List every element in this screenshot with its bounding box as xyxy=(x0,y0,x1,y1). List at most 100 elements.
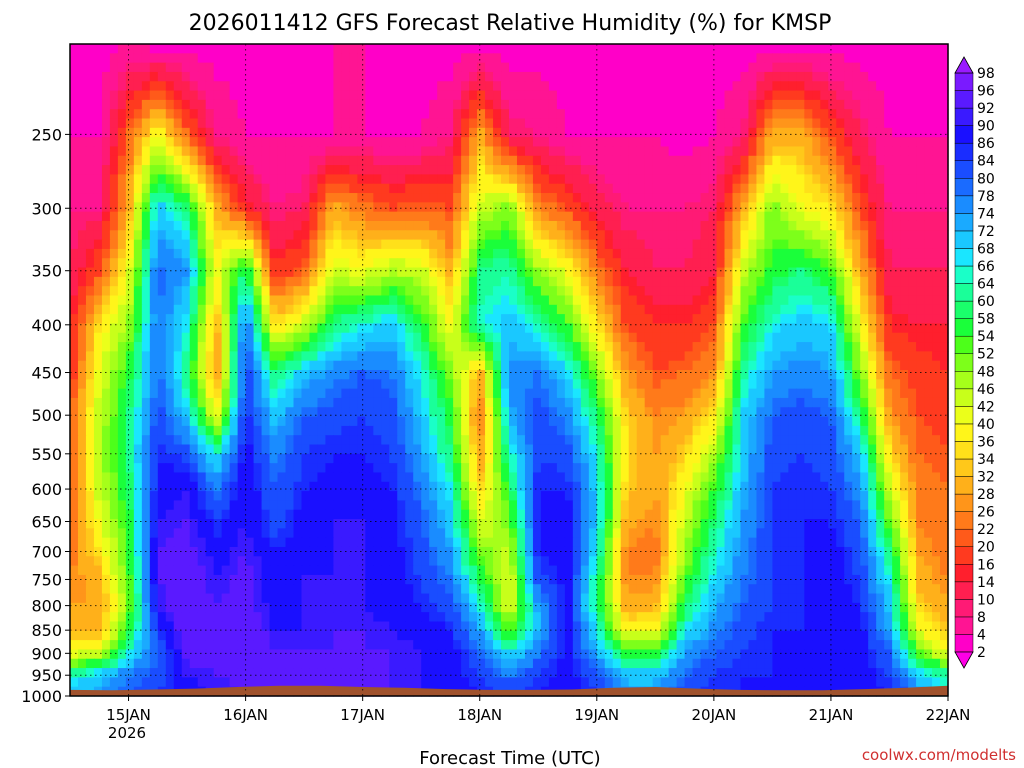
rh-cell xyxy=(676,295,686,306)
rh-cell xyxy=(644,183,654,194)
rh-cell xyxy=(149,351,159,362)
rh-cell xyxy=(572,239,582,250)
rh-cell xyxy=(556,90,566,101)
rh-cell xyxy=(277,342,287,352)
rh-cell xyxy=(293,323,303,334)
rh-cell xyxy=(844,220,853,231)
rh-cell xyxy=(788,137,797,148)
rh-cell xyxy=(900,239,909,250)
rh-cell xyxy=(924,314,933,325)
rh-cell xyxy=(197,174,207,185)
rh-cell xyxy=(181,71,191,82)
rh-cell xyxy=(261,220,271,231)
rh-cell xyxy=(820,127,829,138)
rh-cell xyxy=(532,444,542,455)
rh-cell xyxy=(628,416,638,427)
rh-cell xyxy=(493,444,502,455)
rh-cell xyxy=(724,360,734,371)
rh-cell xyxy=(708,332,718,343)
rh-cell xyxy=(516,435,526,446)
rh-cell xyxy=(564,202,574,213)
rh-cell xyxy=(924,351,933,362)
rh-cell xyxy=(812,453,821,464)
rh-cell xyxy=(868,248,877,259)
rh-cell xyxy=(301,99,311,110)
rh-cell xyxy=(461,276,470,287)
rh-cell xyxy=(612,351,622,362)
rh-cell xyxy=(860,81,869,92)
rh-cell xyxy=(93,295,103,306)
rh-cell xyxy=(437,332,446,343)
rh-cell xyxy=(501,314,510,325)
rh-cell xyxy=(213,323,223,334)
rh-cell xyxy=(277,90,287,101)
rh-cell xyxy=(868,62,877,73)
rh-cell xyxy=(237,211,247,222)
rh-cell xyxy=(405,295,414,306)
rh-cell xyxy=(836,165,845,175)
rh-cell xyxy=(924,90,933,101)
rh-cell xyxy=(548,220,558,231)
rh-cell xyxy=(445,183,454,194)
rh-cell xyxy=(516,193,526,203)
rh-cell xyxy=(540,304,550,315)
rh-cell xyxy=(844,425,853,436)
rh-cell xyxy=(213,193,223,203)
rh-cell xyxy=(724,276,734,287)
rh-cell xyxy=(596,155,606,166)
rh-cell xyxy=(596,220,606,231)
rh-cell xyxy=(932,90,941,101)
rh-cell xyxy=(117,258,127,269)
rh-cell xyxy=(277,360,287,371)
rh-cell xyxy=(852,248,861,259)
rh-cell xyxy=(596,407,606,418)
rh-cell xyxy=(205,379,215,390)
rh-cell xyxy=(269,174,279,185)
rh-cell xyxy=(724,323,734,334)
rh-cell xyxy=(892,332,901,343)
rh-cell xyxy=(764,109,773,120)
rh-cell xyxy=(245,220,255,231)
rh-cell xyxy=(285,304,295,315)
rh-cell xyxy=(828,220,837,231)
rh-cell xyxy=(229,81,239,92)
rh-cell xyxy=(237,323,247,334)
rh-cell xyxy=(70,90,79,101)
rh-cell xyxy=(684,267,694,278)
rh-cell xyxy=(804,183,813,194)
rh-cell xyxy=(93,388,103,399)
rh-cell xyxy=(748,137,758,148)
rh-cell xyxy=(860,99,869,110)
rh-cell xyxy=(421,211,430,222)
rh-cell xyxy=(189,304,199,315)
rh-cell xyxy=(133,463,143,474)
rh-cell xyxy=(101,155,111,166)
rh-cell xyxy=(804,90,813,101)
rh-cell xyxy=(365,323,374,334)
rh-cell xyxy=(157,444,167,455)
rh-cell xyxy=(181,295,191,306)
rh-cell xyxy=(604,81,614,92)
rh-cell xyxy=(844,53,853,64)
rh-cell xyxy=(876,53,885,64)
rh-cell xyxy=(780,314,789,325)
rh-cell xyxy=(668,146,678,157)
rh-cell xyxy=(908,211,917,222)
rh-cell xyxy=(524,248,534,259)
rh-cell xyxy=(724,379,734,390)
rh-cell xyxy=(325,276,334,287)
rh-cell xyxy=(181,239,191,250)
rh-cell xyxy=(772,71,781,82)
rh-cell xyxy=(828,276,837,287)
rh-cell xyxy=(612,155,622,166)
rh-cell xyxy=(724,174,734,185)
rh-cell xyxy=(173,183,183,194)
rh-cell xyxy=(756,174,766,185)
rh-cell xyxy=(940,332,949,343)
rh-cell xyxy=(820,276,829,287)
rh-cell xyxy=(812,416,821,427)
rh-cell xyxy=(501,211,510,222)
rh-cell xyxy=(341,351,350,362)
rh-cell xyxy=(636,81,646,92)
rh-cell xyxy=(932,416,941,427)
